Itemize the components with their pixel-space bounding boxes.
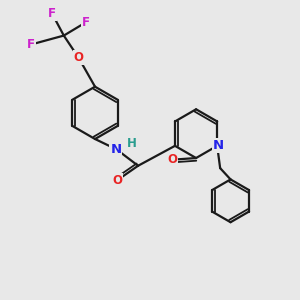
Text: O: O: [112, 174, 122, 187]
Text: O: O: [167, 153, 177, 166]
Text: F: F: [27, 38, 35, 51]
Text: O: O: [74, 51, 84, 64]
Text: N: N: [110, 143, 122, 156]
Text: F: F: [82, 16, 90, 29]
Text: N: N: [213, 139, 224, 152]
Text: F: F: [48, 7, 56, 20]
Text: H: H: [127, 137, 137, 150]
